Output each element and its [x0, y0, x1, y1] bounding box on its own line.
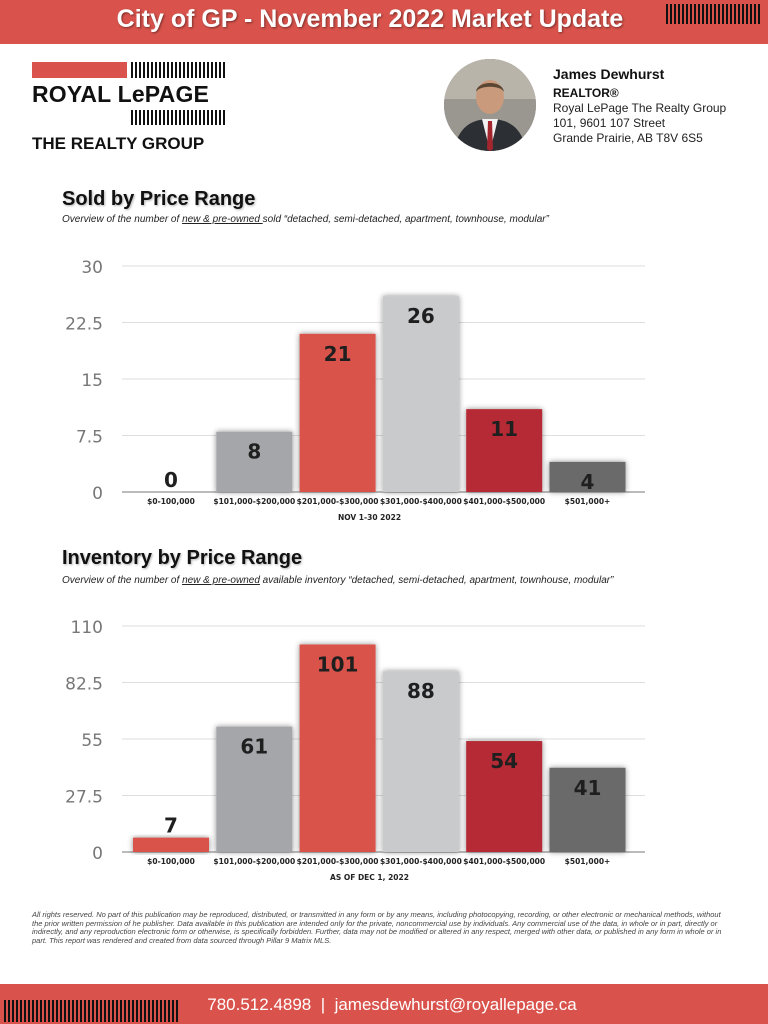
inventory-data-label: 7: [164, 814, 178, 838]
sold-data-label: 11: [490, 417, 518, 441]
sold-ytick-label: 15: [81, 371, 103, 391]
agent-title: REALTOR®: [553, 86, 619, 100]
logo-main-text: ROYAL LePAGE: [32, 81, 210, 107]
inventory-category-label: $201,000-$300,000: [297, 857, 379, 866]
sold-subtitle-underlined: new & pre-owned: [182, 214, 263, 225]
sold-section-title: Sold by Price Range: [62, 188, 256, 210]
inventory-bar-chart: 0 27.5 55 82.5 110 7 $0-100,000 61 $101,000-$200…: [65, 618, 645, 882]
agent-address-line-2: Grande Prairie, AB T8V 6S5: [553, 131, 703, 145]
sold-subtitle-before: Overview of the number of: [62, 214, 183, 225]
inventory-section-subtitle: Overview of the number of new & pre-owne…: [62, 575, 613, 586]
sold-bar: [299, 333, 376, 492]
agent-name: James Dewhurst: [553, 66, 665, 82]
sold-category-label: $301,000-$400,000: [380, 497, 462, 506]
page-title: City of GP - November 2022 Market Update: [116, 5, 624, 33]
sold-bar-chart: 0 7.5 15 22.5 30 0 $0-100,000 8 $101,000-$200,00…: [65, 258, 645, 522]
inventory-data-label: 54: [490, 749, 518, 773]
sold-ytick-label: 30: [81, 258, 103, 278]
inventory-bar: [299, 644, 376, 852]
agent-address-line-1: 101, 9601 107 Street: [553, 116, 666, 130]
sold-subtitle-after: sold “detached, semi-detached, apartment…: [262, 214, 549, 225]
sold-data-label: 8: [247, 440, 261, 464]
logo-barcode-bottom: [131, 110, 225, 125]
inventory-subtitle-underlined: new & pre-owned: [182, 575, 260, 586]
inventory-x-axis-label: AS OF DEC 1, 2022: [330, 873, 409, 882]
inventory-ytick-label: 82.5: [65, 675, 103, 695]
inventory-category-label: $401,000-$500,000: [463, 857, 545, 866]
sold-data-label: 21: [324, 342, 352, 366]
inventory-bar: [382, 671, 459, 852]
sold-category-label: $0-100,000: [147, 497, 195, 506]
inventory-ytick-label: 110: [71, 618, 103, 638]
sold-ytick-label: 22.5: [65, 315, 103, 335]
inventory-data-label: 41: [574, 776, 602, 800]
inventory-data-label: 101: [317, 652, 359, 676]
sold-category-label: $501,000+: [565, 497, 611, 506]
agent-avatar: [444, 59, 536, 151]
inventory-data-label: 88: [407, 679, 435, 703]
logo-red-block: [32, 62, 127, 78]
footer-barcode-decoration: [4, 1000, 180, 1022]
agent-company: Royal LePage The Realty Group: [553, 101, 727, 115]
inventory-section-title: Inventory by Price Range: [62, 547, 303, 569]
sold-data-label: 26: [407, 304, 435, 328]
inventory-bar: [549, 767, 626, 852]
footer-contact: 780.512.4898 | jamesdewhurst@royallepage…: [207, 995, 577, 1014]
sold-bar: [466, 409, 543, 492]
sold-category-label: $101,000-$200,000: [213, 497, 295, 506]
sold-category-label: $201,000-$300,000: [297, 497, 379, 506]
logo-sub-text: THE REALTY GROUP: [32, 134, 205, 153]
header-bar: [0, 0, 768, 44]
logo-barcode-top: [131, 62, 225, 78]
sold-bar: [382, 296, 459, 492]
inventory-subtitle-before: Overview of the number of: [62, 575, 183, 586]
sold-category-label: $401,000-$500,000: [463, 497, 545, 506]
royal-lepage-logo: ROYAL LePAGE THE REALTY GROUP: [32, 62, 227, 154]
inventory-ytick-label: 55: [81, 731, 103, 751]
inventory-ytick-label: 0: [92, 844, 103, 864]
inventory-bar: [133, 837, 209, 852]
sold-bar: [549, 461, 626, 492]
inventory-category-label: $0-100,000: [147, 857, 195, 866]
sold-data-label: 0: [164, 468, 178, 492]
inventory-data-label: 61: [240, 735, 268, 759]
disclaimer-text: All rights reserved. No part of this pub…: [32, 910, 722, 945]
header-barcode-decoration: [666, 4, 762, 24]
agent-photo-icon: [444, 59, 536, 151]
sold-x-axis-label: NOV 1-30 2022: [338, 513, 401, 522]
sold-ytick-label: 7.5: [76, 428, 103, 448]
inventory-bar: [466, 741, 543, 852]
inventory-bar: [216, 726, 293, 852]
inventory-category-label: $101,000-$200,000: [213, 857, 295, 866]
inventory-category-label: $501,000+: [565, 857, 611, 866]
sold-bar: [216, 431, 293, 492]
inventory-subtitle-after: available inventory “detached, semi-deta…: [259, 575, 614, 586]
sold-ytick-label: 0: [92, 484, 103, 504]
sold-data-label: 4: [581, 470, 595, 494]
inventory-category-label: $301,000-$400,000: [380, 857, 462, 866]
sold-section-subtitle: Overview of the number of new & pre-owne…: [62, 214, 549, 225]
inventory-ytick-label: 27.5: [65, 788, 103, 808]
